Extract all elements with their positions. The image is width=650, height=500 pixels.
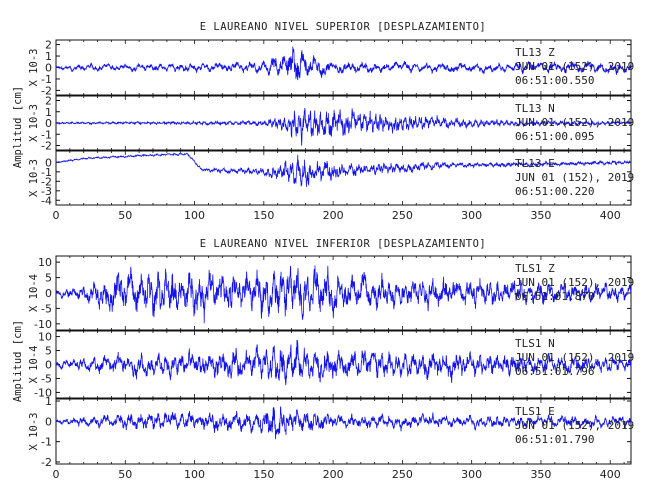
x-tick-label: 200 <box>323 209 344 222</box>
x-tick-label: 0 <box>53 209 60 222</box>
y-tick-label: 0 <box>45 117 52 130</box>
date-label: JUN 01 (152), 2019 <box>515 351 634 364</box>
trace-scale-label: X 10-4 <box>28 274 40 312</box>
waveform-line <box>55 46 632 81</box>
x-tick-label: 350 <box>530 209 551 222</box>
x-tick-label: 100 <box>184 209 205 222</box>
x-tick-label: 250 <box>392 468 413 481</box>
waveform-line <box>55 406 632 440</box>
waveform-line <box>55 340 632 386</box>
start-time-label: 06:51:01.796 <box>515 365 594 378</box>
y-tick-label: 5 <box>45 345 52 358</box>
date-label: JUN 01 (152), 2019 <box>515 419 634 432</box>
x-tick-label: 200 <box>323 468 344 481</box>
y-tick-label: 0 <box>45 156 52 169</box>
waveform-line <box>55 152 632 187</box>
x-tick-label: 100 <box>184 468 205 481</box>
y-tick-label: 0 <box>45 415 52 428</box>
station-component-label: TLS1 Z <box>515 262 555 275</box>
lower-level-panel: E LAUREANO NIVEL INFERIOR [DESPLAZAMIENT… <box>12 238 634 481</box>
y-tick-label: 1 <box>45 106 52 119</box>
date-label: JUN 01 (152), 2019 <box>515 276 634 289</box>
x-tick-label: 50 <box>118 468 132 481</box>
upper-level-panel: E LAUREANO NIVEL SUPERIOR [DESPLAZAMIENT… <box>12 21 634 222</box>
y-tick-label: -5 <box>41 372 52 385</box>
date-label: JUN 01 (152), 2019 <box>515 60 634 73</box>
y-tick-label: 0 <box>45 62 52 75</box>
y-tick-label: -3 <box>41 185 52 198</box>
date-label: JUN 01 (152), 2019 <box>515 171 634 184</box>
start-time-label: 06:51:01.790 <box>515 433 594 446</box>
start-time-label: 06:51:01.870 <box>515 290 594 303</box>
station-component-label: TLS1 N <box>515 337 555 350</box>
date-label: JUN 01 (152), 2019 <box>515 116 634 129</box>
y-tick-label: -2 <box>41 140 52 153</box>
start-time-label: 06:51:00.095 <box>515 130 594 143</box>
y-tick-label: -10 <box>34 386 52 399</box>
upper-panel-title: E LAUREANO NIVEL SUPERIOR [DESPLAZAMIENT… <box>200 21 487 33</box>
start-time-label: 06:51:00.220 <box>515 185 594 198</box>
trace-frame <box>55 150 632 206</box>
trace-scale-label: X 10-4 <box>28 346 40 384</box>
lower-panel-title: E LAUREANO NIVEL INFERIOR [DESPLAZAMIENT… <box>200 238 487 250</box>
y-tick-label: -1 <box>41 436 52 449</box>
y-tick-label: -2 <box>41 84 52 97</box>
y-tick-label: 10 <box>38 256 52 269</box>
y-tick-label: -10 <box>34 318 52 331</box>
x-tick-label: 0 <box>53 468 60 481</box>
waveform-line <box>55 265 632 324</box>
station-component-label: TL13 Z <box>515 46 555 59</box>
y-tick-label: 1 <box>45 395 52 408</box>
y-tick-label: -1 <box>41 128 52 141</box>
upper-amplitude-label: Amplitud [cm] <box>12 86 24 168</box>
y-tick-label: 0 <box>45 287 52 300</box>
x-tick-label: 300 <box>461 209 482 222</box>
trace-frame <box>55 398 632 465</box>
x-tick-label: 350 <box>530 468 551 481</box>
station-component-label: TL13 N <box>515 102 555 115</box>
start-time-label: 06:51:00.550 <box>515 74 594 87</box>
station-component-label: TL13 E <box>515 157 555 170</box>
y-tick-label: 10 <box>38 331 52 344</box>
y-tick-label: 1 <box>45 50 52 63</box>
waveform-line <box>55 107 632 146</box>
x-tick-label: 150 <box>253 468 274 481</box>
y-tick-label: 5 <box>45 272 52 285</box>
x-tick-label: 50 <box>118 209 132 222</box>
station-component-label: TLS1 E <box>515 405 555 418</box>
trace-scale-label: X 10-3 <box>28 413 40 451</box>
x-tick-label: 250 <box>392 209 413 222</box>
y-tick-label: -4 <box>41 194 52 207</box>
trace-scale-label: X 10-3 <box>28 104 40 142</box>
y-tick-label: -5 <box>41 302 52 315</box>
y-tick-label: 2 <box>45 39 52 52</box>
y-tick-label: -1 <box>41 73 52 86</box>
lower-amplitude-label: Amplitud [cm] <box>12 320 24 402</box>
trace-scale-label: X 10-3 <box>28 49 40 87</box>
y-tick-label: -1 <box>41 166 52 179</box>
y-tick-label: 2 <box>45 95 52 108</box>
y-tick-label: 0 <box>45 359 52 372</box>
x-tick-label: 300 <box>461 468 482 481</box>
y-tick-label: -2 <box>41 175 52 188</box>
x-tick-label: 400 <box>600 468 621 481</box>
y-tick-label: -2 <box>41 456 52 469</box>
x-tick-label: 400 <box>600 209 621 222</box>
x-tick-label: 150 <box>253 209 274 222</box>
trace-scale-label: X 10-3 <box>28 159 40 197</box>
